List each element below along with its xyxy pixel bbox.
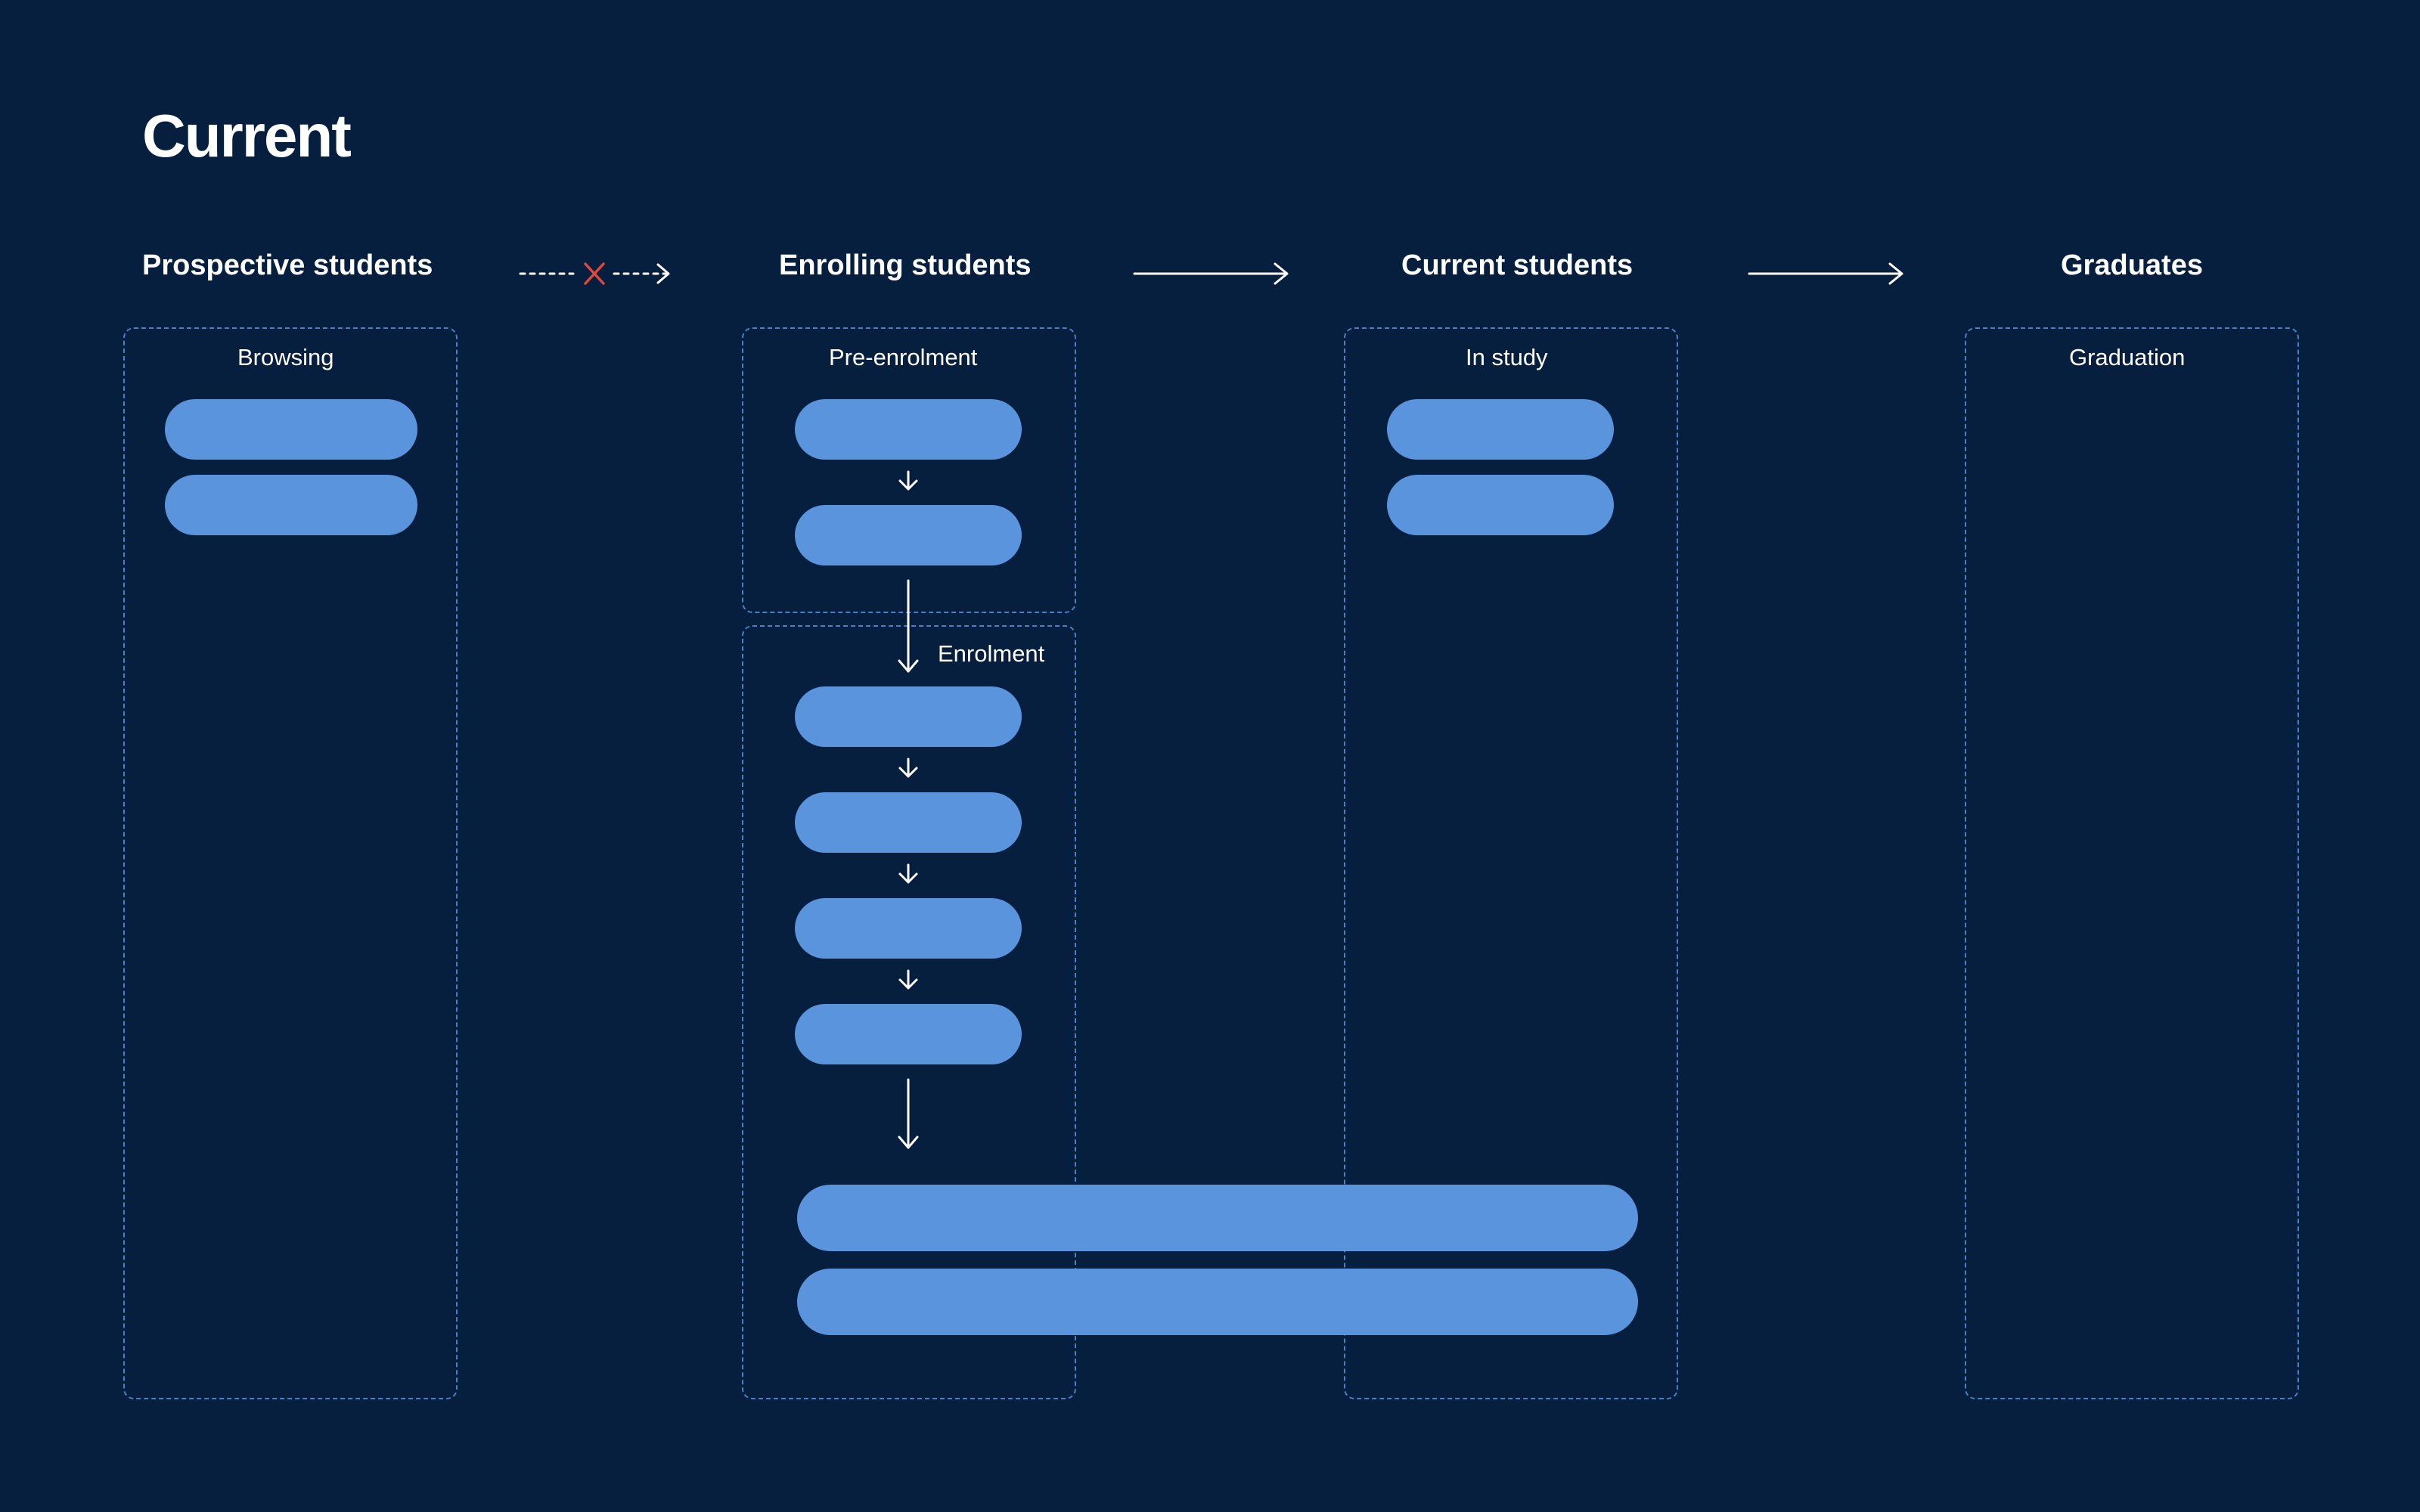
group-browsing: [123, 327, 458, 1399]
step-pill: [795, 399, 1022, 460]
wide-step-pill: [797, 1185, 1638, 1251]
stage-title-prospective: Prospective students: [142, 249, 433, 281]
step-pill: [795, 505, 1022, 565]
step-pill: [165, 399, 417, 460]
step-pill: [795, 1004, 1022, 1064]
arrow-right-icon: [1748, 262, 1903, 285]
step-pill: [795, 686, 1022, 747]
step-pill: [1387, 475, 1614, 535]
page-title: Current: [142, 102, 352, 169]
group-label-pre-enrolment: Pre-enrolment: [829, 344, 978, 370]
wide-step-pill: [797, 1269, 1638, 1335]
group-graduation: [1965, 327, 2299, 1399]
stage-title-enrolling: Enrolling students: [779, 249, 1032, 281]
step-pill: [795, 792, 1022, 853]
group-in-study: [1344, 327, 1678, 1399]
arrow-right-icon: [1133, 262, 1289, 285]
group-label-in-study: In study: [1466, 344, 1548, 370]
step-pill: [795, 898, 1022, 959]
step-pill: [165, 475, 417, 535]
blocked-x-icon: [584, 262, 605, 285]
stage-title-current: Current students: [1401, 249, 1634, 281]
blocked-dashed-arrow: [519, 263, 670, 284]
step-pill: [1387, 399, 1614, 460]
group-label-graduation: Graduation: [2069, 344, 2186, 370]
group-label-enrolment: Enrolment: [938, 640, 1045, 667]
stage-title-graduates: Graduates: [2061, 249, 2203, 281]
group-label-browsing: Browsing: [237, 344, 334, 370]
